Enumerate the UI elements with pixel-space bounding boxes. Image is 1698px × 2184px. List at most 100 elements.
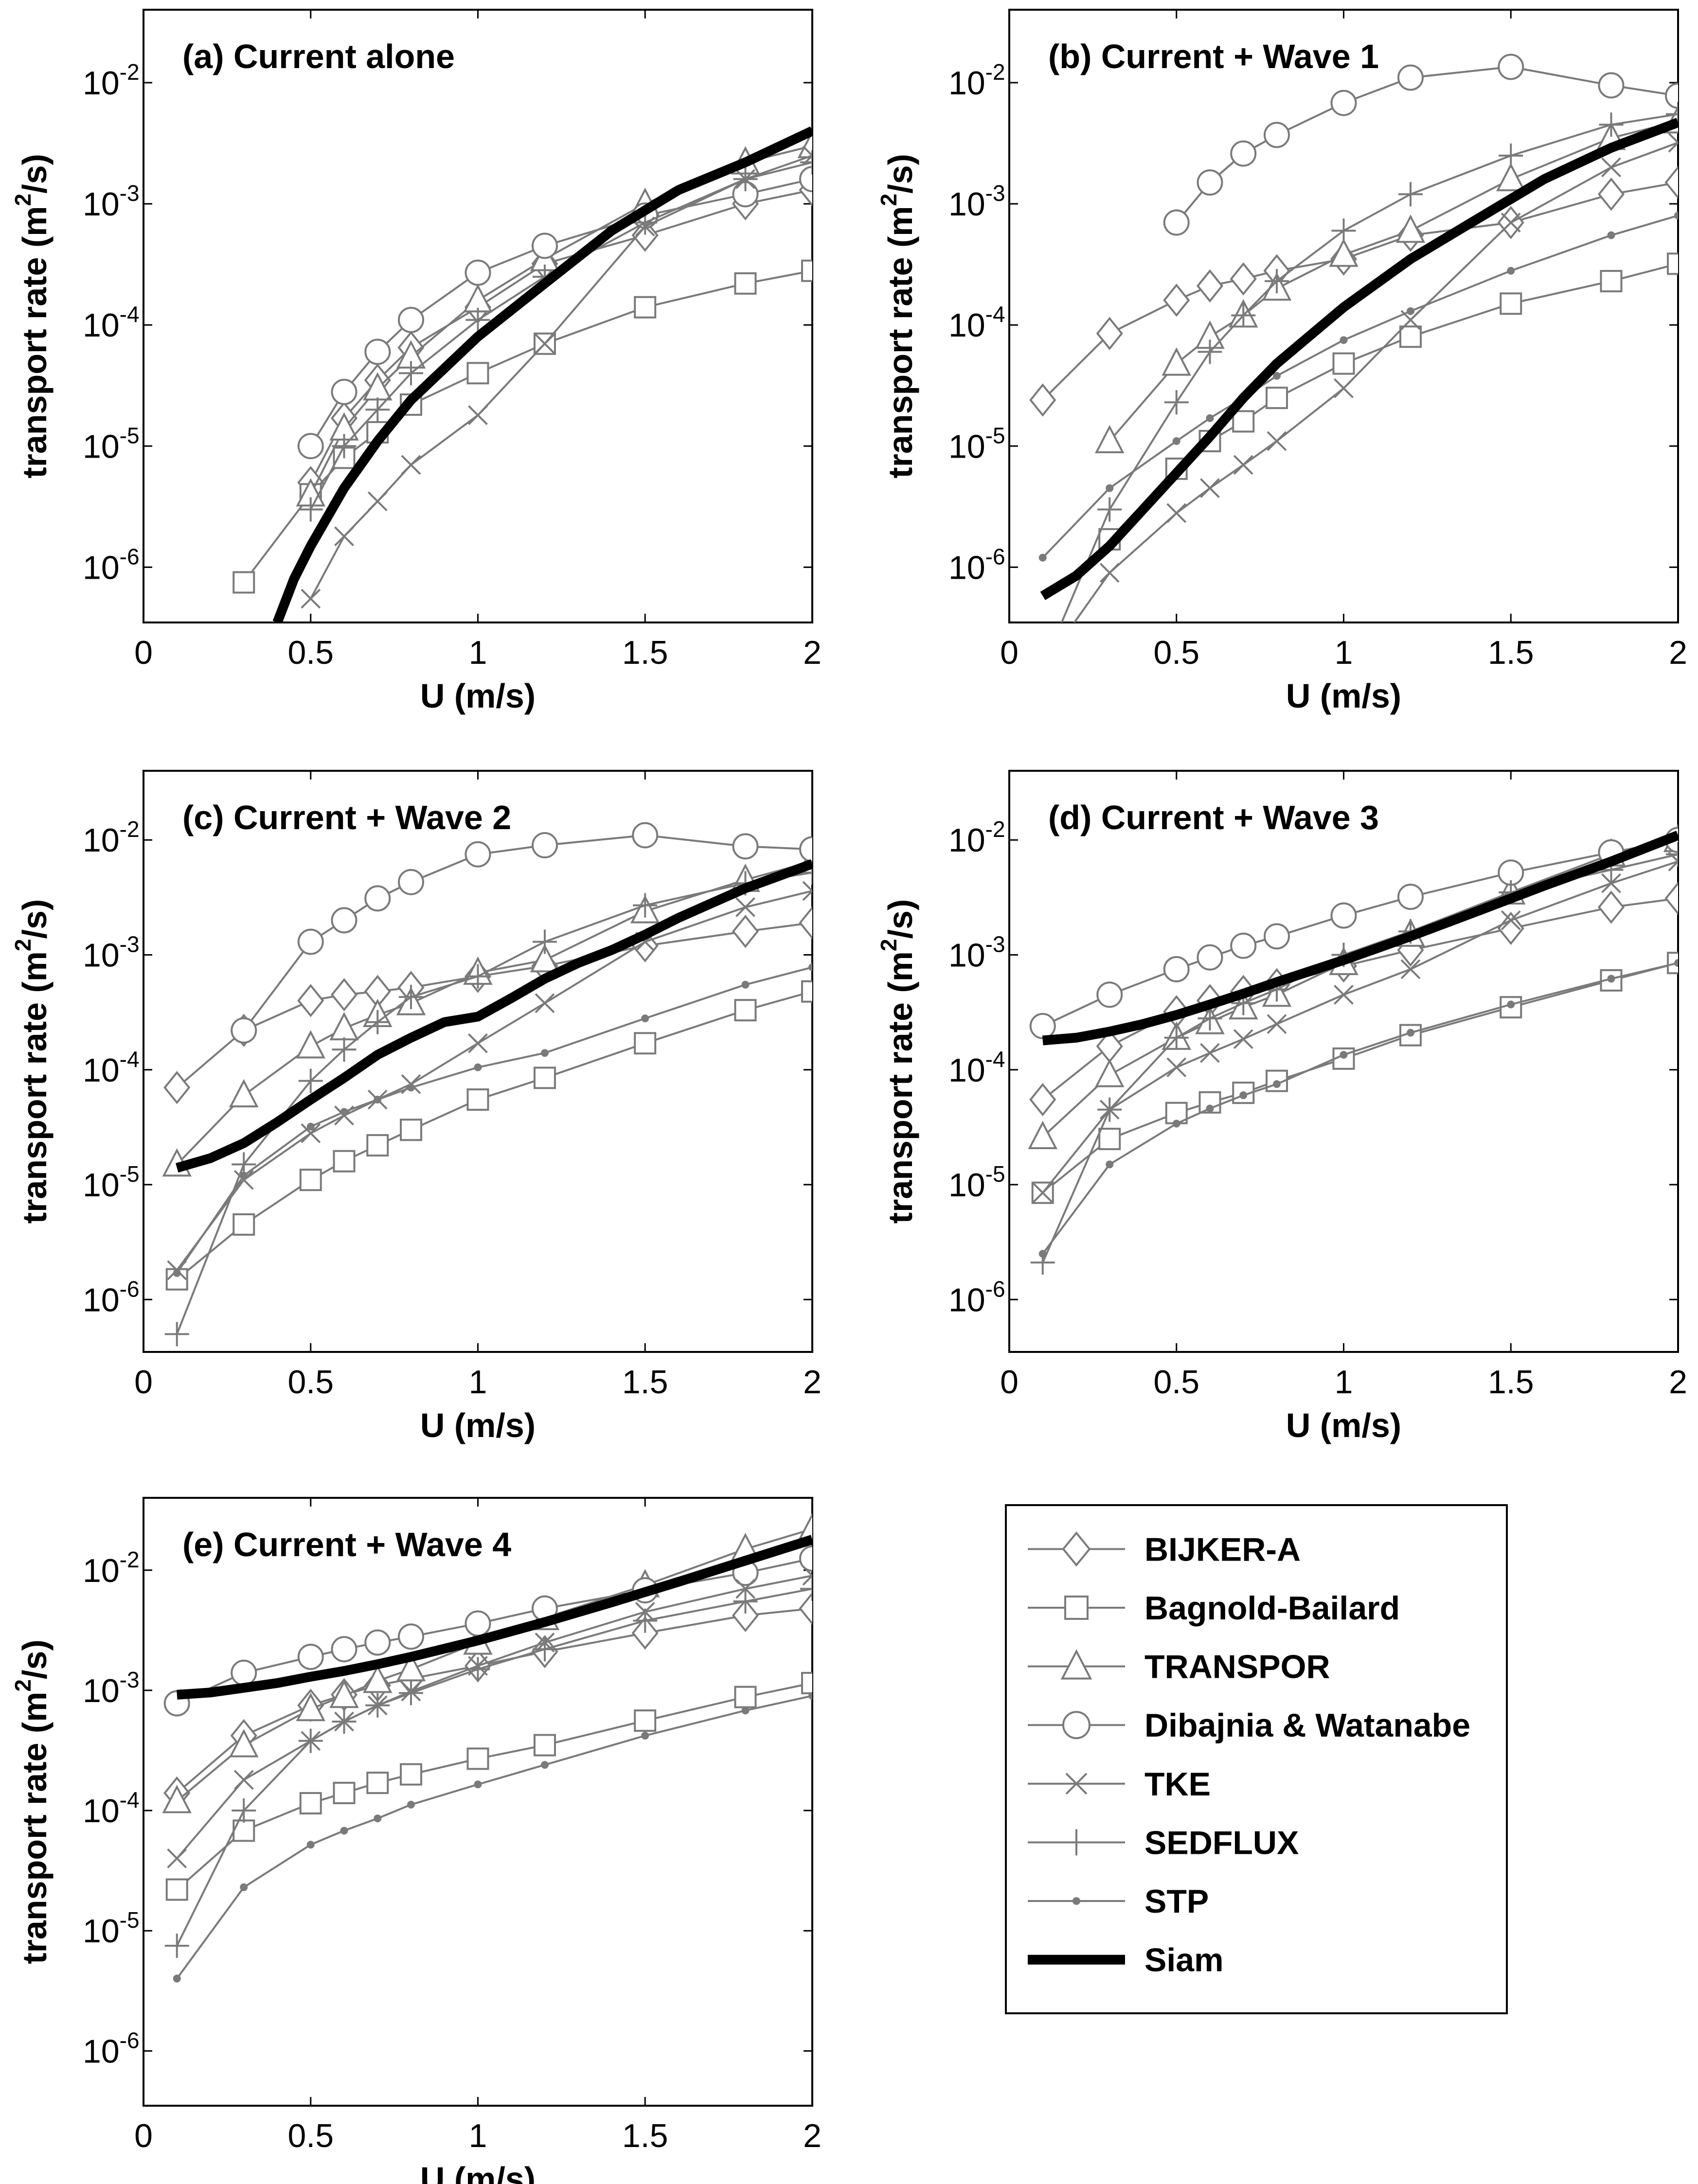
point-sedflux xyxy=(1164,1025,1189,1050)
plot-area xyxy=(1028,823,1678,1275)
point-bagnold-bailard xyxy=(734,1686,757,1708)
series-siam xyxy=(177,1535,812,1700)
point-bagnold-bailard xyxy=(232,571,255,594)
point-tke xyxy=(1200,478,1220,498)
point-bagnold-bailard xyxy=(232,1213,255,1236)
line-sedflux xyxy=(176,871,812,1335)
point-dibajnia-watanabe xyxy=(331,378,357,405)
point-bagnold-bailard xyxy=(734,272,757,295)
y-tick-label: 10-2 xyxy=(83,59,140,102)
point-sedflux xyxy=(365,1693,390,1718)
point-sedflux xyxy=(1231,303,1256,328)
point-dibajnia-watanabe xyxy=(532,832,558,859)
y-axis-label: transport rate (m2/s) xyxy=(876,154,919,478)
point-dibajnia-watanabe xyxy=(231,1659,257,1686)
line-sedflux xyxy=(1060,113,1678,622)
point-sedflux xyxy=(332,1037,357,1062)
x-axis-label: U (m/s) xyxy=(1286,677,1401,715)
point-stp xyxy=(407,1800,415,1809)
point-stp xyxy=(1239,1091,1248,1100)
point-dibajnia-watanabe xyxy=(799,1545,812,1572)
y-tick-label: 10-6 xyxy=(83,544,140,586)
legend-label: STP xyxy=(1144,1883,1209,1920)
point-tke xyxy=(334,526,354,547)
point-bagnold-bailard xyxy=(466,1747,489,1770)
point-sedflux xyxy=(298,1728,323,1753)
point-dibajnia-watanabe xyxy=(1598,72,1625,99)
legend-label: TKE xyxy=(1144,1766,1211,1803)
x-tick-label: 0 xyxy=(134,634,153,671)
point-dibajnia-watanabe xyxy=(364,338,391,365)
point-bijker-a xyxy=(732,1598,759,1633)
point-sedflux xyxy=(465,307,490,332)
x-tick-label: 1.5 xyxy=(1488,1364,1534,1401)
legend-marker-plus xyxy=(1063,1829,1090,1856)
series-dibajnia-watanabe xyxy=(163,1545,812,1717)
x-tick-label: 1.5 xyxy=(622,2117,668,2154)
point-sedflux xyxy=(399,985,423,1010)
point-sedflux xyxy=(164,1322,189,1347)
plot-area xyxy=(232,126,812,622)
point-stp xyxy=(173,1974,181,1983)
point-tke xyxy=(802,881,812,901)
series-tke xyxy=(167,881,812,1280)
point-dibajnia-watanabe xyxy=(1096,981,1123,1008)
series-stp xyxy=(1038,212,1678,562)
point-bijker-a xyxy=(1597,178,1625,211)
point-bagnold-bailard xyxy=(534,1066,556,1089)
x-tick-label: 1.5 xyxy=(1488,634,1534,671)
line-stp xyxy=(176,1695,812,1979)
series-bagnold-bailard xyxy=(165,1671,812,1901)
point-tke xyxy=(535,993,555,1013)
point-stp xyxy=(474,1063,482,1071)
point-sedflux xyxy=(800,150,812,175)
panel-b: 0 0.5 1 1.5 2 10-6 10-5 10-4 10-3 10-2 U (m/s) tran… xyxy=(876,9,1687,715)
point-sedflux xyxy=(633,893,658,918)
legend-entry-dibajnia-watanabe: Dibajnia & Watanabe xyxy=(1028,1707,1470,1744)
point-transpor xyxy=(1395,214,1426,243)
point-stp xyxy=(1172,1119,1180,1128)
point-stp xyxy=(374,1096,382,1104)
x-tick-label: 1 xyxy=(469,2117,487,2154)
point-bagnold-bailard xyxy=(333,1781,356,1804)
point-bijker-a xyxy=(1664,882,1678,915)
series-siam xyxy=(1042,831,1678,1046)
point-dibajnia-watanabe xyxy=(1264,122,1290,148)
point-dibajnia-watanabe xyxy=(532,232,558,259)
legend-entry-sedflux: SEDFLUX xyxy=(1028,1824,1299,1861)
point-transpor xyxy=(162,1785,192,1813)
y-tick-label: 10-3 xyxy=(948,180,1005,223)
point-transpor xyxy=(1496,162,1526,192)
point-dibajnia-watanabe xyxy=(1197,944,1223,971)
line-bagnold-bailard xyxy=(176,990,812,1280)
point-transpor xyxy=(1094,1059,1125,1087)
line-siam xyxy=(1042,831,1678,1046)
x-tick-label: 2 xyxy=(803,1364,822,1401)
point-stp xyxy=(1106,484,1114,492)
point-sedflux xyxy=(1666,102,1678,126)
point-tke xyxy=(301,1123,321,1143)
series-bijker-a xyxy=(1029,882,1678,1117)
plot-area xyxy=(162,1512,812,1983)
point-transpor xyxy=(296,1692,326,1722)
point-dibajnia-watanabe xyxy=(1397,64,1424,91)
point-dibajnia-watanabe xyxy=(632,822,659,849)
point-bijker-a xyxy=(1096,317,1123,350)
point-transpor xyxy=(329,1679,359,1708)
point-tke xyxy=(802,1565,812,1586)
y-tick-label: 10-4 xyxy=(83,1047,140,1089)
point-dibajnia-watanabe xyxy=(398,306,424,333)
point-sedflux xyxy=(332,1709,357,1734)
point-tke xyxy=(468,1033,488,1053)
point-dibajnia-watanabe xyxy=(1498,53,1524,80)
point-stp xyxy=(1507,266,1515,275)
point-stp xyxy=(1407,307,1414,315)
point-stp xyxy=(1340,336,1348,344)
panel-title: (c) Current + Wave 2 xyxy=(182,799,511,836)
point-dibajnia-watanabe xyxy=(1163,209,1190,236)
y-tick-label: 10-6 xyxy=(948,1276,1005,1318)
point-tke xyxy=(1033,1183,1053,1203)
legend-entry-stp: STP xyxy=(1028,1883,1209,1920)
point-transpor xyxy=(229,1729,259,1758)
point-dibajnia-watanabe xyxy=(297,433,324,460)
